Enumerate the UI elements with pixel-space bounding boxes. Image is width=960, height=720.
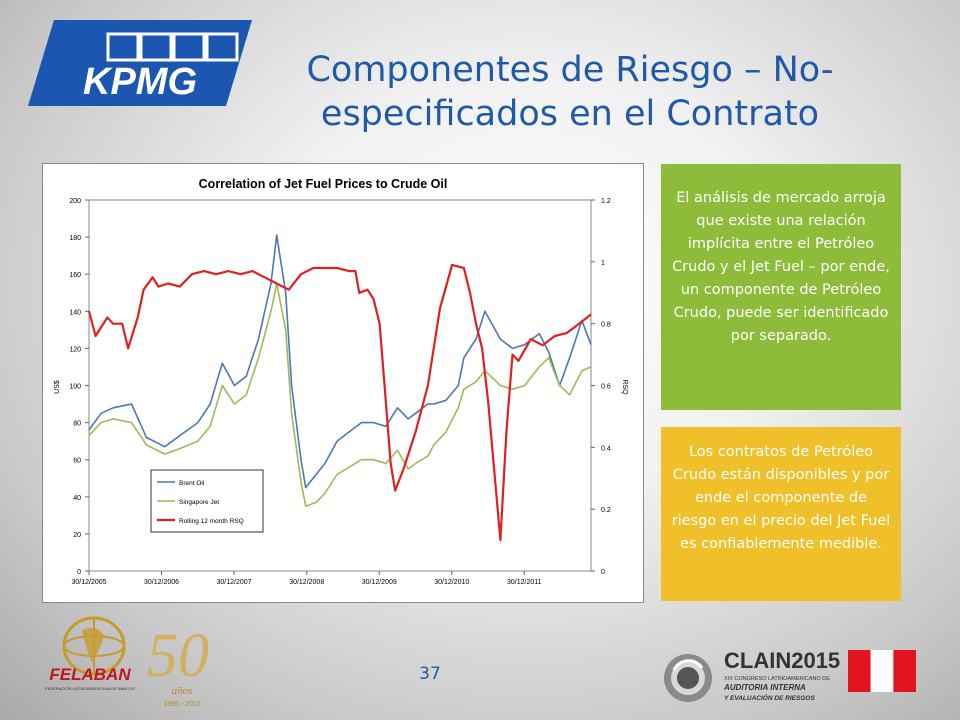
- peru-flag: [848, 650, 916, 692]
- y-tick-label: 180: [69, 235, 81, 242]
- y2-tick-label: 0.4: [601, 445, 611, 452]
- legend-label: Singapore Jet: [179, 499, 219, 506]
- clain-sub-3: Y EVALUACIÓN DE RIESGOS: [724, 693, 815, 702]
- slide-title: Componentes de Riesgo – No-especificados…: [306, 50, 834, 134]
- chart-title: Correlation of Jet Fuel Prices to Crude …: [199, 177, 448, 191]
- y-tick-label: 200: [69, 198, 81, 205]
- y-tick-label: 20: [73, 532, 81, 539]
- chart-legend: Brent Oil Singapore Jet Rolling 12 month R…: [150, 469, 264, 533]
- page-number: 37: [419, 664, 441, 684]
- felaban-subtitle: FEDERACIÓN LATINOAMERICANA DE BANCOS: [45, 686, 135, 691]
- y2-tick-label: 0.6: [601, 384, 611, 391]
- felaban-text: FELABAN: [49, 665, 131, 684]
- callout-contracts: Los contratos de Petróleo Crudo están di…: [661, 427, 901, 601]
- years-range: 1965 - 2015: [163, 701, 200, 708]
- kpmg-logo: KPMG: [28, 20, 252, 106]
- legend-label: Rolling 12 month RSQ: [179, 518, 244, 525]
- y2-tick-label: 0.2: [601, 507, 611, 514]
- clain-sub-1: XIX CONGRESO LATINOAMERICANO DE: [724, 676, 830, 682]
- y2-tick-label: 0: [601, 569, 605, 576]
- y-tick-label: 0: [77, 569, 81, 576]
- x-tick-label: 30/12/2007: [216, 579, 251, 586]
- correlation-chart: Correlation of Jet Fuel Prices to Crude …: [54, 177, 628, 586]
- x-tick-label: 30/12/2008: [289, 579, 324, 586]
- y-axis-label-left: US$: [54, 380, 61, 394]
- y-tick-label: 120: [69, 346, 81, 353]
- legend-label: Brent Oil: [179, 480, 205, 487]
- y-tick-label: 160: [69, 272, 81, 279]
- y-tick-label: 40: [73, 495, 81, 502]
- clain-sub-2: AUDITORIA INTERNA: [723, 683, 806, 692]
- chart-axes: 0 20 40 60 80 100 120 140 160 180 200 0 0.2 0.4 0.6 0.8…: [69, 198, 611, 586]
- felaban-50-logo: FELABAN FEDERACIÓN LATINOAMERICANA DE BA…: [45, 616, 209, 708]
- clain-2015-logo: CLAIN2015 XIX CONGRESO LATINOAMERICANO D…: [664, 648, 840, 702]
- series-layer: [87, 234, 592, 542]
- clain-text: CLAIN2015: [724, 648, 840, 673]
- series-line-2: [88, 282, 592, 507]
- y-tick-label: 140: [69, 309, 81, 316]
- x-tick-label: 30/12/2006: [144, 579, 179, 586]
- y-tick-label: 100: [69, 384, 81, 391]
- fifty-years-number: 50: [147, 622, 209, 690]
- x-tick-label: 30/12/2010: [434, 579, 469, 586]
- series-line-1: [88, 234, 592, 489]
- y-tick-label: 60: [73, 458, 81, 465]
- callout-market-analysis: El análisis de mercado arroja que existe…: [661, 164, 901, 410]
- y2-tick-label: 1: [601, 260, 605, 267]
- y2-tick-label: 1.2: [601, 198, 611, 205]
- y2-tick-label: 0.8: [601, 322, 611, 329]
- chart-panel: Correlation of Jet Fuel Prices to Crude …: [42, 163, 644, 603]
- y-tick-label: 80: [73, 421, 81, 428]
- x-tick-label: 30/12/2009: [362, 579, 397, 586]
- series-line-3: [87, 263, 592, 542]
- kpmg-logo-text: KPMG: [83, 61, 197, 103]
- x-tick-label: 30/12/2011: [507, 579, 542, 586]
- x-tick-label: 30/12/2005: [71, 579, 106, 586]
- anos-text: años: [172, 685, 193, 697]
- y-axis-label-right: RSQ: [621, 379, 628, 395]
